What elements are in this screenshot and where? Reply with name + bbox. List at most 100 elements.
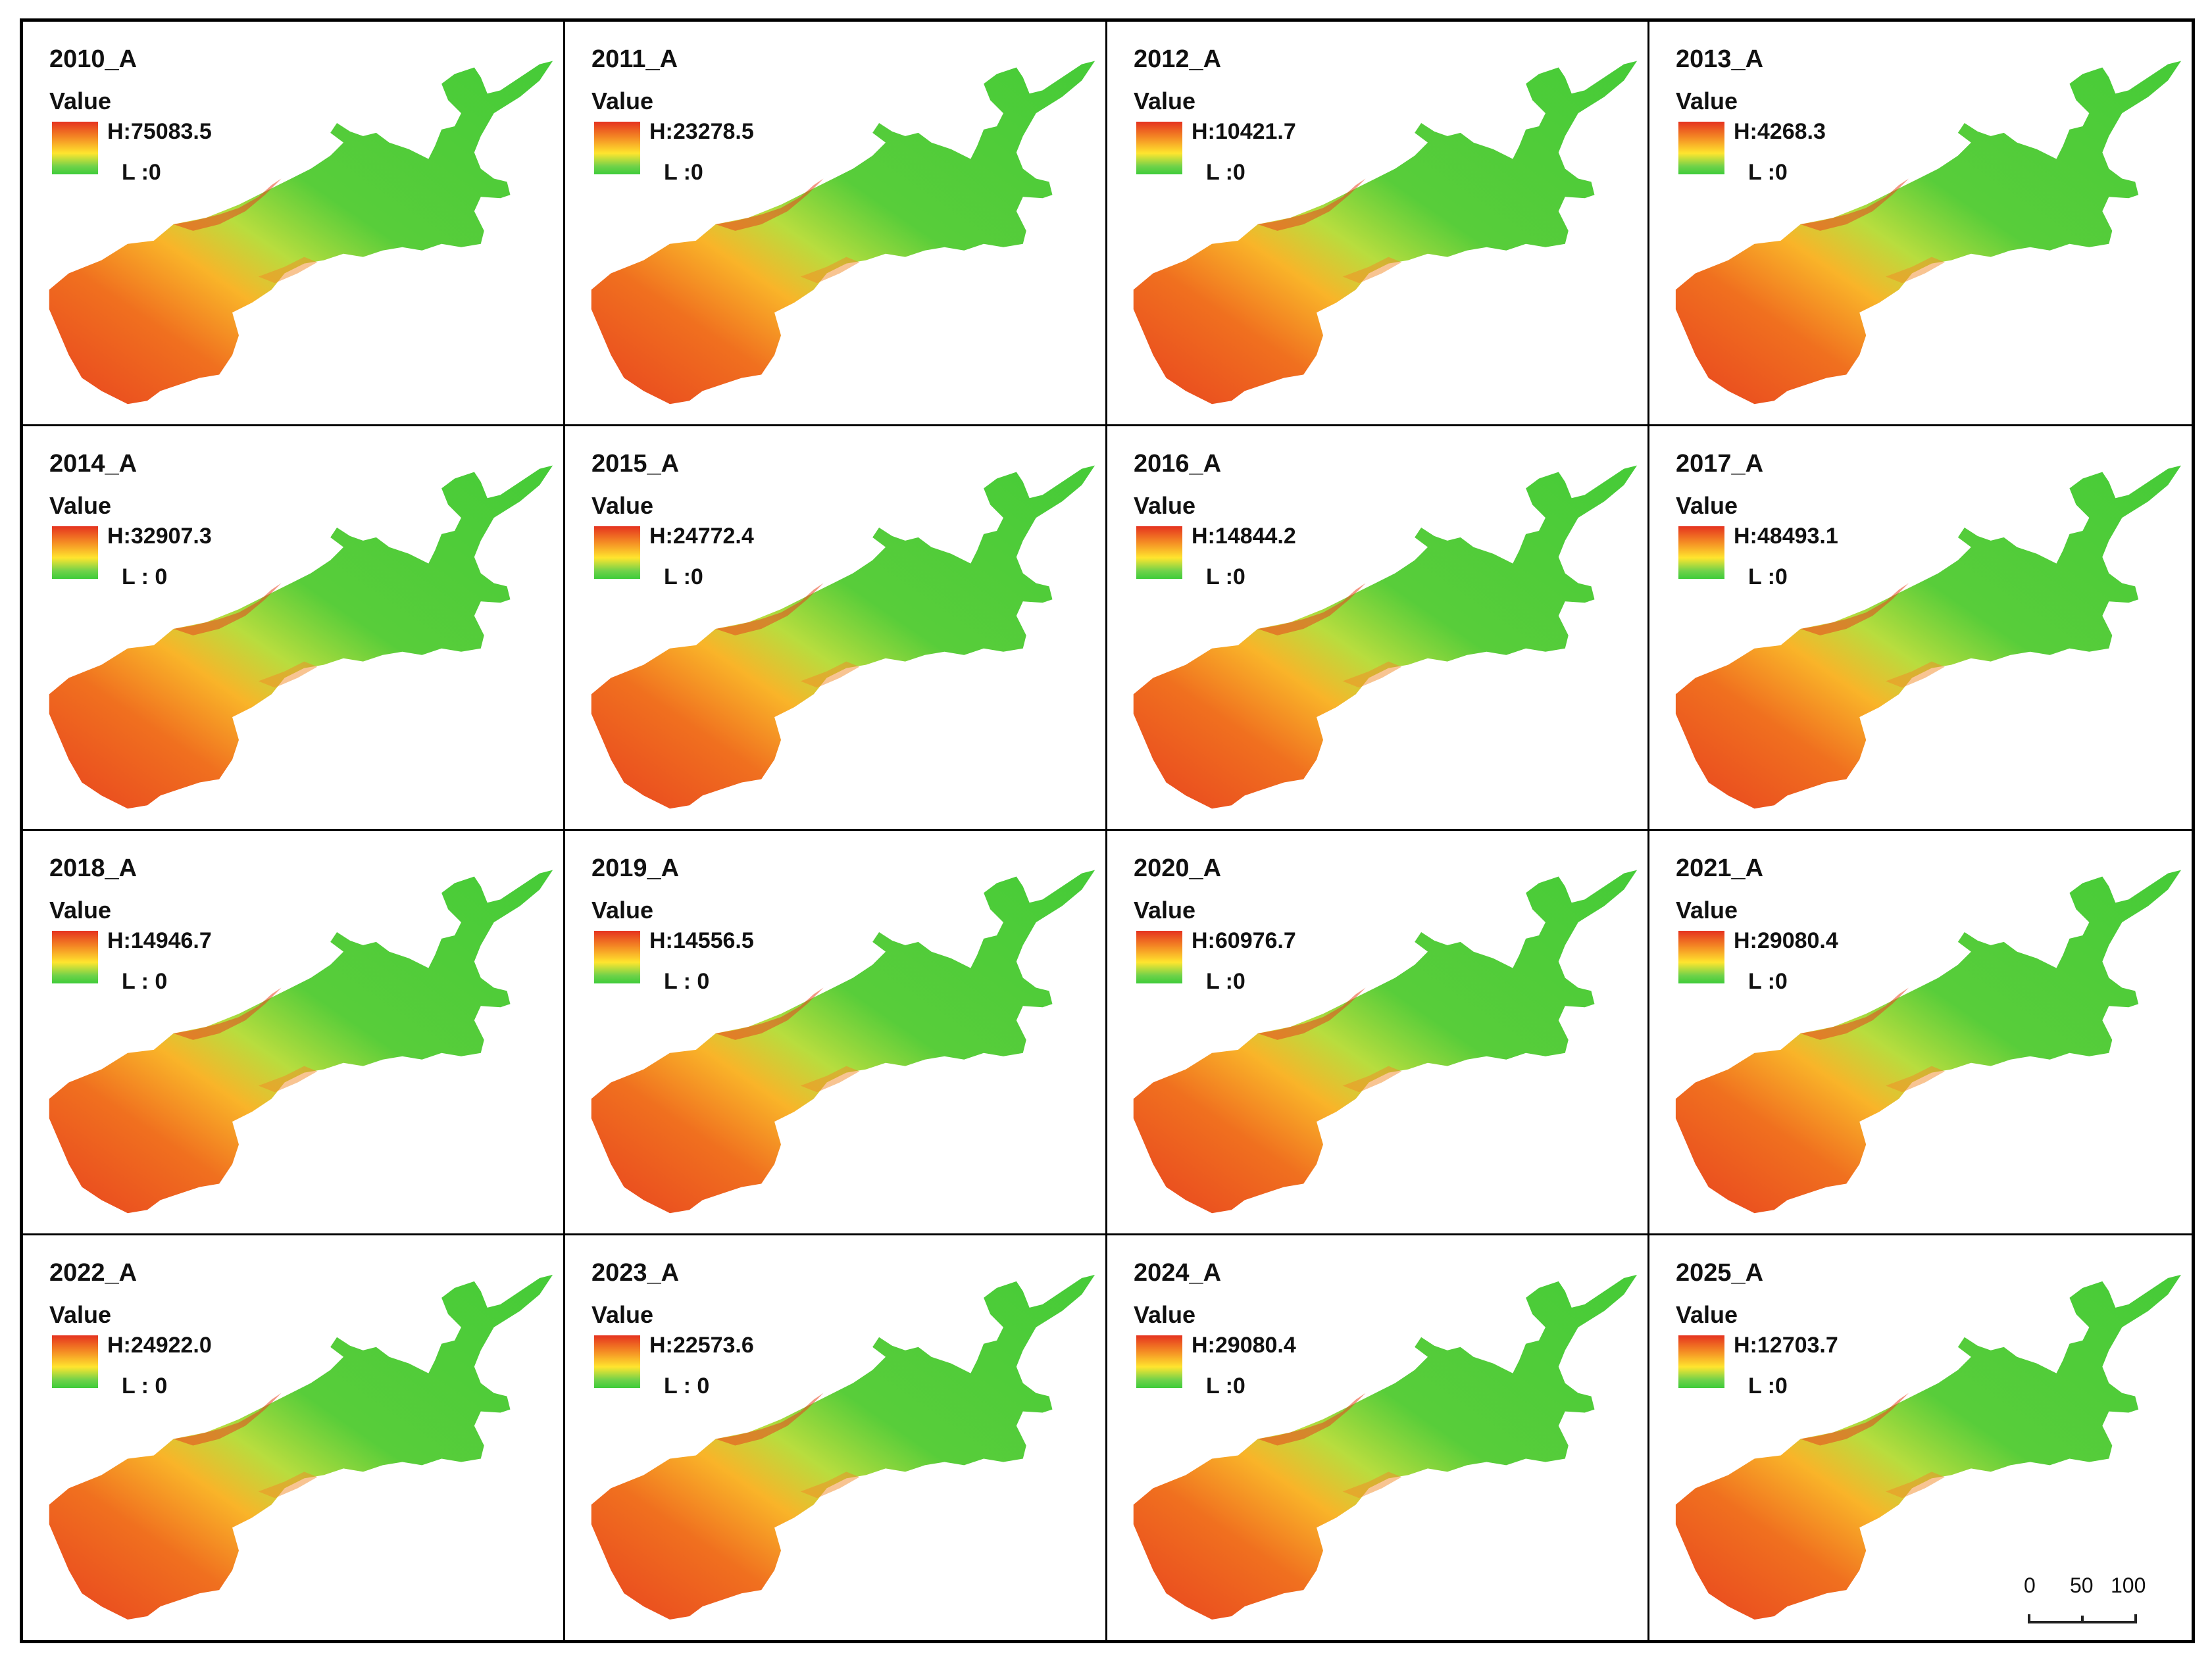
region-map <box>591 870 1095 1214</box>
legend-high-label: H:10421.7 <box>1192 119 1296 144</box>
scale-label-0: 0 <box>2024 1573 2036 1597</box>
legend-title: Value <box>591 87 654 114</box>
legend-low-label: L : 0 <box>122 969 168 994</box>
map-panel-2010_A: 2010_A Value H:75083.5 L :0 <box>23 22 565 426</box>
map-panel-2019_A: 2019_A Value H:14556.5 L : 0 <box>565 831 1107 1235</box>
panel-title: 2024_A <box>1134 1259 1222 1287</box>
scale-label-50: 50 <box>2070 1573 2094 1597</box>
map-panel-2011_A: 2011_A Value H:23278.5 L :0 <box>565 22 1107 426</box>
hotspot-shape <box>715 1393 824 1446</box>
legend-high-label: H:29080.4 <box>1192 1333 1296 1358</box>
legend-title: Value <box>591 1301 654 1328</box>
hotspot-shape <box>800 1472 860 1498</box>
map-panel-2024_A: 2024_A Value H:29080.4 L :0 <box>1107 1235 1649 1640</box>
region-shape <box>49 870 553 1214</box>
hotspot-shape <box>1257 178 1366 231</box>
legend-color-ramp <box>594 122 640 174</box>
region-map <box>1675 61 2182 405</box>
legend-high-label: H:14946.7 <box>107 928 212 953</box>
legend-low-label: L :0 <box>1748 969 1788 994</box>
legend-high-label: H:23278.5 <box>649 119 754 144</box>
region-shape <box>1675 61 2182 405</box>
hotspot-shape <box>1800 583 1909 635</box>
map-panel-2018_A: 2018_A Value H:14946.7 L : 0 <box>23 831 565 1235</box>
hotspot-shape <box>1342 1066 1402 1093</box>
panel-title: 2020_A <box>1134 854 1222 882</box>
map-grid: 2010_A Value H:75083.5 L :0 2011_A Value <box>23 22 2192 1640</box>
panel-title: 2018_A <box>49 854 138 882</box>
region-shape <box>1133 870 1638 1214</box>
legend-color-ramp <box>52 122 98 174</box>
scale-bar-tick <box>2081 1616 2084 1623</box>
scale-label-100: 100 <box>2111 1573 2146 1597</box>
hotspot-shape <box>258 661 318 688</box>
map-panel-2017_A: 2017_A Value H:48493.1 L :0 <box>1649 426 2192 831</box>
region-map <box>49 61 553 405</box>
hotspot-shape <box>1886 257 1945 284</box>
legend-low-label: L :0 <box>1206 969 1245 994</box>
legend-low-label: L : 0 <box>122 1374 168 1399</box>
legend-high-label: H:12703.7 <box>1734 1333 1838 1358</box>
legend-color-ramp <box>1136 1335 1182 1388</box>
legend-color-ramp <box>1678 931 1724 983</box>
panel-title: 2014_A <box>49 450 138 478</box>
hotspot-shape <box>800 661 860 688</box>
legend-high-label: H:14844.2 <box>1192 524 1296 549</box>
region-shape <box>1675 870 2182 1214</box>
legend-title: Value <box>591 492 654 519</box>
region-map <box>1133 1274 1638 1620</box>
region-map <box>1133 870 1638 1214</box>
legend-high-label: H:24772.4 <box>649 524 754 549</box>
legend-color-ramp <box>594 931 640 983</box>
legend-title: Value <box>1676 897 1738 924</box>
legend-color-ramp <box>1678 526 1724 579</box>
panel-title: 2015_A <box>591 450 680 478</box>
region-shape <box>1133 465 1638 809</box>
hotspot-shape <box>1800 178 1909 231</box>
map-panel-2020_A: 2020_A Value H:60976.7 L :0 <box>1107 831 1649 1235</box>
legend-high-label: H:48493.1 <box>1734 524 1838 549</box>
legend-low-label: L :0 <box>1748 564 1788 589</box>
hotspot-shape <box>1257 987 1366 1040</box>
legend-color-ramp <box>52 931 98 983</box>
hotspot-shape <box>800 1066 860 1093</box>
panel-title: 2019_A <box>591 854 680 882</box>
region-map <box>49 465 553 809</box>
region-shape <box>49 61 553 405</box>
legend-title: Value <box>49 1301 112 1328</box>
panel-title: 2016_A <box>1134 450 1222 478</box>
legend-low-label: L :0 <box>664 564 703 589</box>
legend-color-ramp <box>1678 1335 1724 1388</box>
legend-high-label: H:24922.0 <box>107 1333 212 1358</box>
region-shape <box>49 1274 553 1620</box>
legend-color-ramp <box>594 526 640 579</box>
legend-title: Value <box>1676 1301 1738 1328</box>
hotspot-shape <box>173 583 282 635</box>
region-shape <box>591 465 1095 809</box>
region-map <box>1675 1274 2182 1620</box>
panel-title: 2013_A <box>1676 45 1764 73</box>
legend-high-label: H:14556.5 <box>649 928 754 953</box>
hotspot-shape <box>1342 661 1402 688</box>
region-map <box>1133 465 1638 809</box>
legend-color-ramp <box>1136 526 1182 579</box>
map-panel-2014_A: 2014_A Value H:32907.3 L : 0 <box>23 426 565 831</box>
legend-low-label: L :0 <box>122 160 161 185</box>
map-panel-2023_A: 2023_A Value H:22573.6 L : 0 <box>565 1235 1107 1640</box>
hotspot-shape <box>1342 257 1402 284</box>
legend-low-label: L :0 <box>1748 160 1788 185</box>
hotspot-shape <box>258 1066 318 1093</box>
legend-color-ramp <box>1136 122 1182 174</box>
legend-low-label: L :0 <box>1206 1374 1245 1399</box>
legend-high-label: H:4268.3 <box>1734 119 1826 144</box>
region-map <box>49 870 553 1214</box>
legend-low-label: L :0 <box>664 160 703 185</box>
hotspot-shape <box>1886 1066 1945 1093</box>
legend-title: Value <box>49 492 112 519</box>
region-map <box>591 1274 1095 1620</box>
legend-low-label: L : 0 <box>664 1374 710 1399</box>
legend-title: Value <box>1134 897 1196 924</box>
map-panel-2013_A: 2013_A Value H:4268.3 L :0 <box>1649 22 2192 426</box>
legend-color-ramp <box>1678 122 1724 174</box>
hotspot-shape <box>258 257 318 284</box>
